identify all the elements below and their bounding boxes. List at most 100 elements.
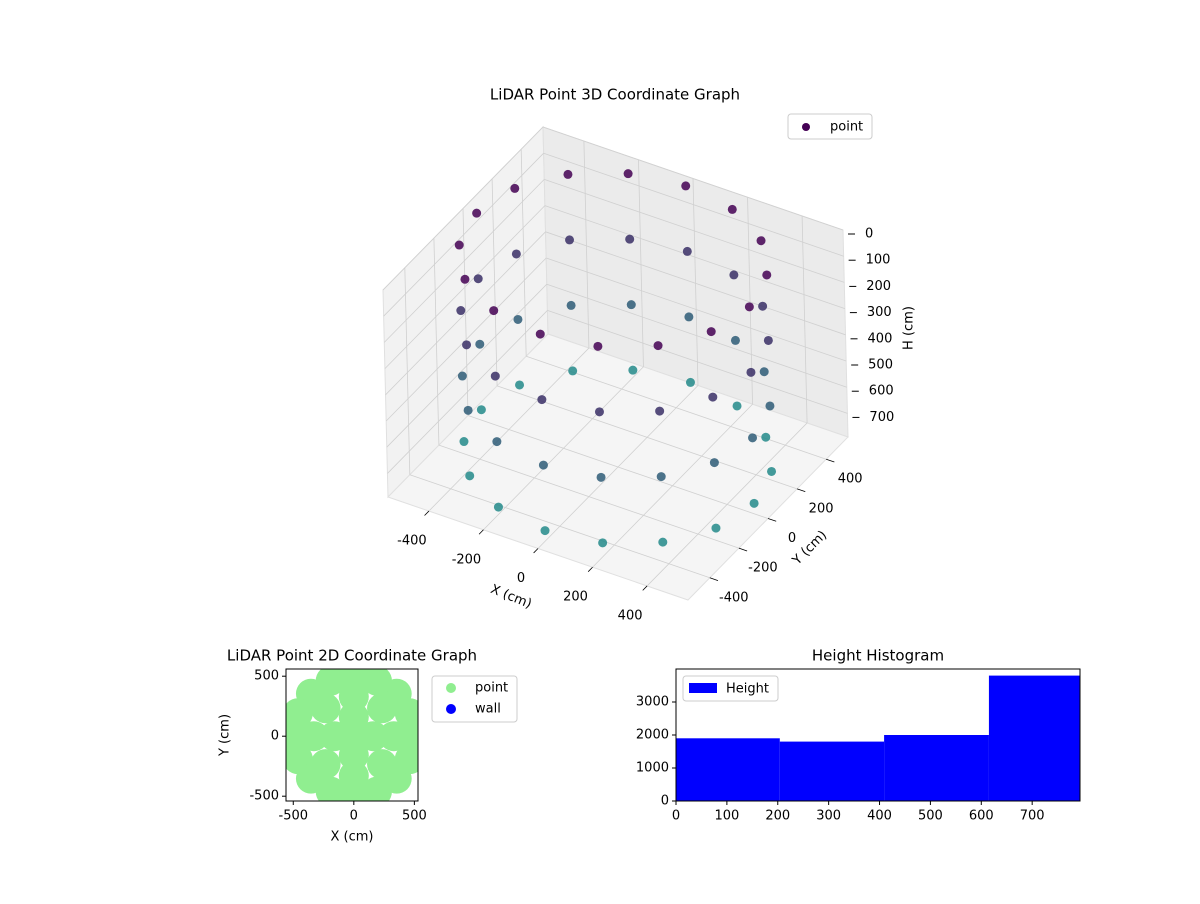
data-point bbox=[361, 669, 392, 696]
y-tick-label: 500 bbox=[254, 669, 279, 684]
data-point bbox=[709, 458, 719, 468]
bar bbox=[884, 735, 989, 801]
x-tick-label: -400 bbox=[397, 534, 427, 549]
x-tick-label: 500 bbox=[918, 809, 943, 824]
tick-mark bbox=[767, 518, 777, 522]
z-axis-label: H (cm) bbox=[902, 306, 917, 350]
y-tick-label: -400 bbox=[719, 590, 749, 605]
data-point bbox=[655, 406, 665, 416]
data-point bbox=[708, 392, 718, 402]
data-point bbox=[748, 433, 758, 443]
data-point bbox=[513, 314, 523, 324]
chart-title: LiDAR Point 2D Coordinate Graph bbox=[227, 647, 477, 665]
z-tick-label: 500 bbox=[868, 358, 893, 373]
grid-line bbox=[496, 385, 798, 490]
grid-line bbox=[545, 231, 846, 336]
grid-line bbox=[542, 126, 844, 231]
data-point bbox=[540, 526, 550, 536]
grid-line bbox=[383, 152, 544, 317]
data-point bbox=[456, 306, 466, 316]
data-point bbox=[730, 335, 740, 345]
y-tick-label: 200 bbox=[809, 501, 834, 516]
z-tick-label: 600 bbox=[869, 384, 894, 399]
y-tick-label: 1000 bbox=[636, 761, 669, 776]
y-axis-label: Y (cm) bbox=[218, 714, 233, 757]
data-point bbox=[394, 744, 418, 775]
legend-marker bbox=[802, 123, 810, 131]
z-tick-label: 0 bbox=[865, 227, 873, 242]
y-tick-label: 0 bbox=[271, 729, 279, 744]
data-point bbox=[535, 329, 545, 339]
y-tick-label: 0 bbox=[661, 794, 669, 809]
tick-mark bbox=[738, 547, 748, 552]
data-point bbox=[459, 437, 469, 447]
grid-line bbox=[546, 283, 847, 388]
grid-line bbox=[546, 257, 847, 362]
tick-mark bbox=[533, 548, 539, 554]
data-point bbox=[568, 366, 578, 376]
grid-line bbox=[462, 208, 469, 416]
data-point bbox=[457, 371, 467, 381]
z-tick-label: 400 bbox=[868, 331, 893, 346]
data-point bbox=[475, 339, 485, 349]
grid-line bbox=[386, 283, 548, 448]
grid-line bbox=[467, 415, 769, 519]
data-point bbox=[653, 341, 663, 351]
grid-line bbox=[638, 159, 644, 367]
tick-mark bbox=[642, 585, 648, 591]
data-point bbox=[656, 472, 666, 482]
data-point bbox=[510, 183, 520, 193]
x-tick-label: 400 bbox=[867, 809, 892, 824]
data-point bbox=[565, 235, 575, 245]
x-tick-label: 500 bbox=[402, 809, 427, 824]
data-point bbox=[761, 432, 771, 442]
x-tick-label: 200 bbox=[563, 590, 588, 605]
data-point bbox=[378, 721, 409, 752]
z-tick-label: 300 bbox=[867, 305, 892, 320]
data-point bbox=[626, 300, 636, 310]
plot-2d: point wall -500 0 500 -500 0 500 LiDAR Point 2D … bbox=[218, 647, 518, 845]
data-point bbox=[681, 181, 691, 191]
y-tick-label: 0 bbox=[788, 531, 796, 546]
z-tick-label: 100 bbox=[866, 253, 891, 268]
data-point bbox=[744, 302, 754, 312]
data-point bbox=[711, 523, 721, 533]
data-point bbox=[658, 537, 668, 547]
legend-marker bbox=[446, 704, 456, 714]
x-tick-label: 0 bbox=[517, 571, 525, 586]
x-tick-label: 0 bbox=[350, 809, 358, 824]
data-point bbox=[315, 776, 346, 801]
x-tick-label: -200 bbox=[452, 552, 482, 567]
data-point bbox=[462, 340, 472, 350]
chart-title: Height Histogram bbox=[812, 647, 944, 665]
grid-line bbox=[384, 205, 546, 369]
legend-box bbox=[787, 113, 873, 140]
z-tick-label: 200 bbox=[866, 279, 891, 294]
grid-line bbox=[404, 267, 411, 475]
data-point bbox=[310, 749, 341, 780]
grid-line bbox=[385, 231, 546, 396]
tick-mark bbox=[587, 566, 593, 572]
grid-line bbox=[801, 215, 808, 423]
x-tick-label: 0 bbox=[672, 809, 680, 824]
x-tick-label: 300 bbox=[816, 809, 841, 824]
data-point bbox=[454, 240, 464, 250]
data-point bbox=[732, 401, 742, 411]
data-point bbox=[310, 693, 341, 724]
data-point bbox=[493, 502, 503, 512]
grid-line bbox=[383, 179, 545, 343]
data-point bbox=[472, 208, 482, 218]
data-point bbox=[367, 749, 398, 780]
data-point bbox=[759, 367, 769, 377]
data-point bbox=[596, 472, 606, 482]
legend-label: Height bbox=[726, 682, 769, 697]
data-point bbox=[594, 407, 604, 417]
y-tick-label: 2000 bbox=[636, 728, 669, 743]
tick-mark bbox=[796, 488, 806, 493]
x-tick-label: 200 bbox=[765, 809, 790, 824]
legend-label: point bbox=[830, 120, 863, 135]
data-point bbox=[706, 327, 716, 337]
grid-line bbox=[438, 444, 740, 549]
data-point bbox=[298, 721, 329, 752]
